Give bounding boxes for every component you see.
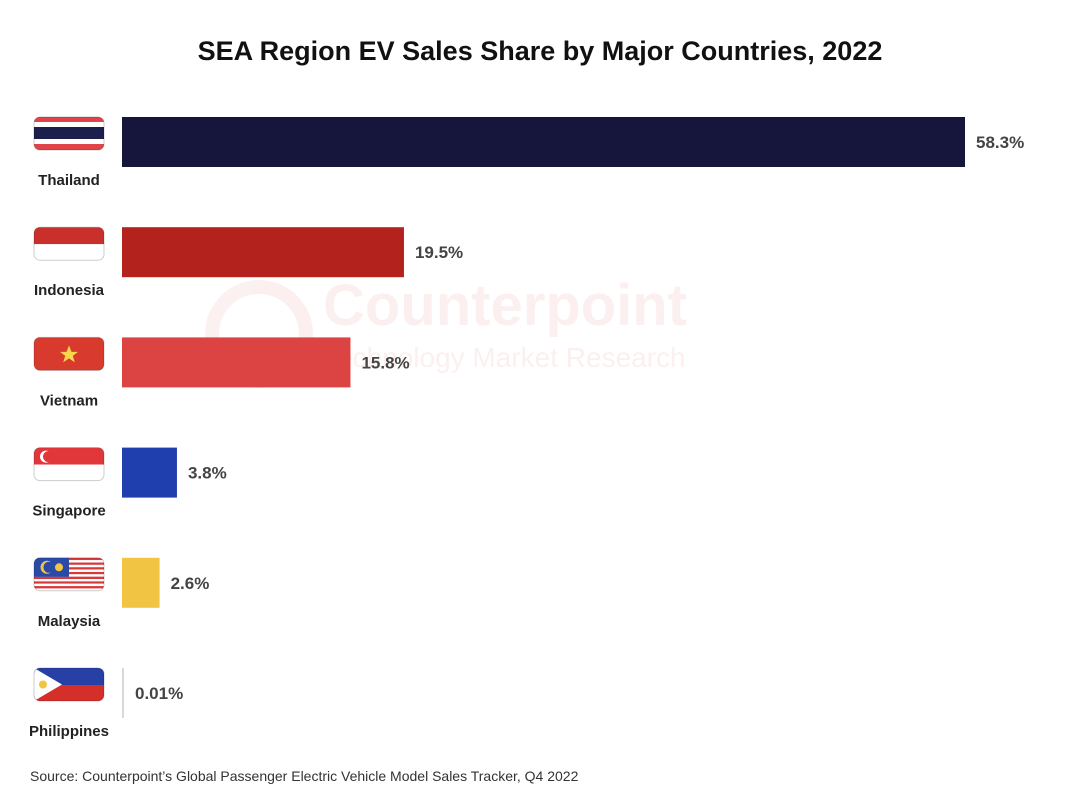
category-label: Malaysia	[38, 613, 101, 630]
flag-philippines-icon	[33, 667, 105, 702]
data-label: 19.5%	[415, 243, 463, 262]
data-label: 15.8%	[361, 353, 409, 372]
category-label: Thailand	[38, 172, 100, 189]
bar	[122, 227, 404, 278]
chart-title: SEA Region EV Sales Share by Major Count…	[197, 36, 883, 66]
category-label: Indonesia	[34, 282, 105, 299]
data-label: 0.01%	[135, 684, 183, 703]
bar	[122, 447, 177, 498]
category-label: Philippines	[29, 723, 109, 740]
bar	[122, 117, 965, 167]
flag-vietnam-icon	[33, 336, 105, 371]
data-label: 3.8%	[188, 464, 227, 483]
category-label: Singapore	[32, 503, 105, 520]
data-label: 2.6%	[171, 574, 210, 593]
bar	[122, 557, 160, 608]
data-label: 58.3%	[976, 133, 1024, 152]
source-note: Source: Counterpoint’s Global Passenger …	[30, 768, 579, 784]
flag-malaysia-icon	[33, 557, 105, 592]
bar	[122, 337, 351, 388]
flag-thailand-icon	[33, 116, 105, 151]
flag-indonesia-icon	[33, 226, 105, 261]
category-label: Vietnam	[40, 392, 98, 409]
flag-singapore-icon	[33, 447, 105, 482]
